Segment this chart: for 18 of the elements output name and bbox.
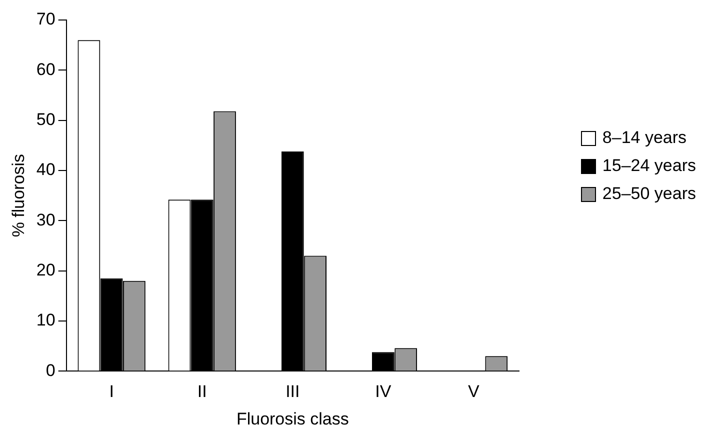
legend-label: 8–14 years [602,128,687,148]
x-axis-title: Fluorosis class [236,409,349,428]
y-tick-label: 10 [36,310,56,330]
y-tick-label: 40 [36,160,56,180]
y-tick-label: 60 [36,60,56,79]
legend-label: 25–50 years [602,184,696,204]
x-tick-label: V [468,382,480,402]
y-axis-title: % fluorosis [8,154,28,238]
x-tick-label: III [286,382,300,402]
x-tick-label: II [197,382,207,402]
y-tick-label: 70 [36,10,56,29]
x-tick-label: I [109,382,114,402]
y-tick-label: 30 [36,210,56,230]
y-tick-label: 0 [46,360,56,380]
x-tick-label: IV [375,382,392,402]
legend-label: 15–24 years [602,156,696,176]
y-tick-label: 50 [36,110,56,130]
y-tick-label: 20 [36,260,56,280]
